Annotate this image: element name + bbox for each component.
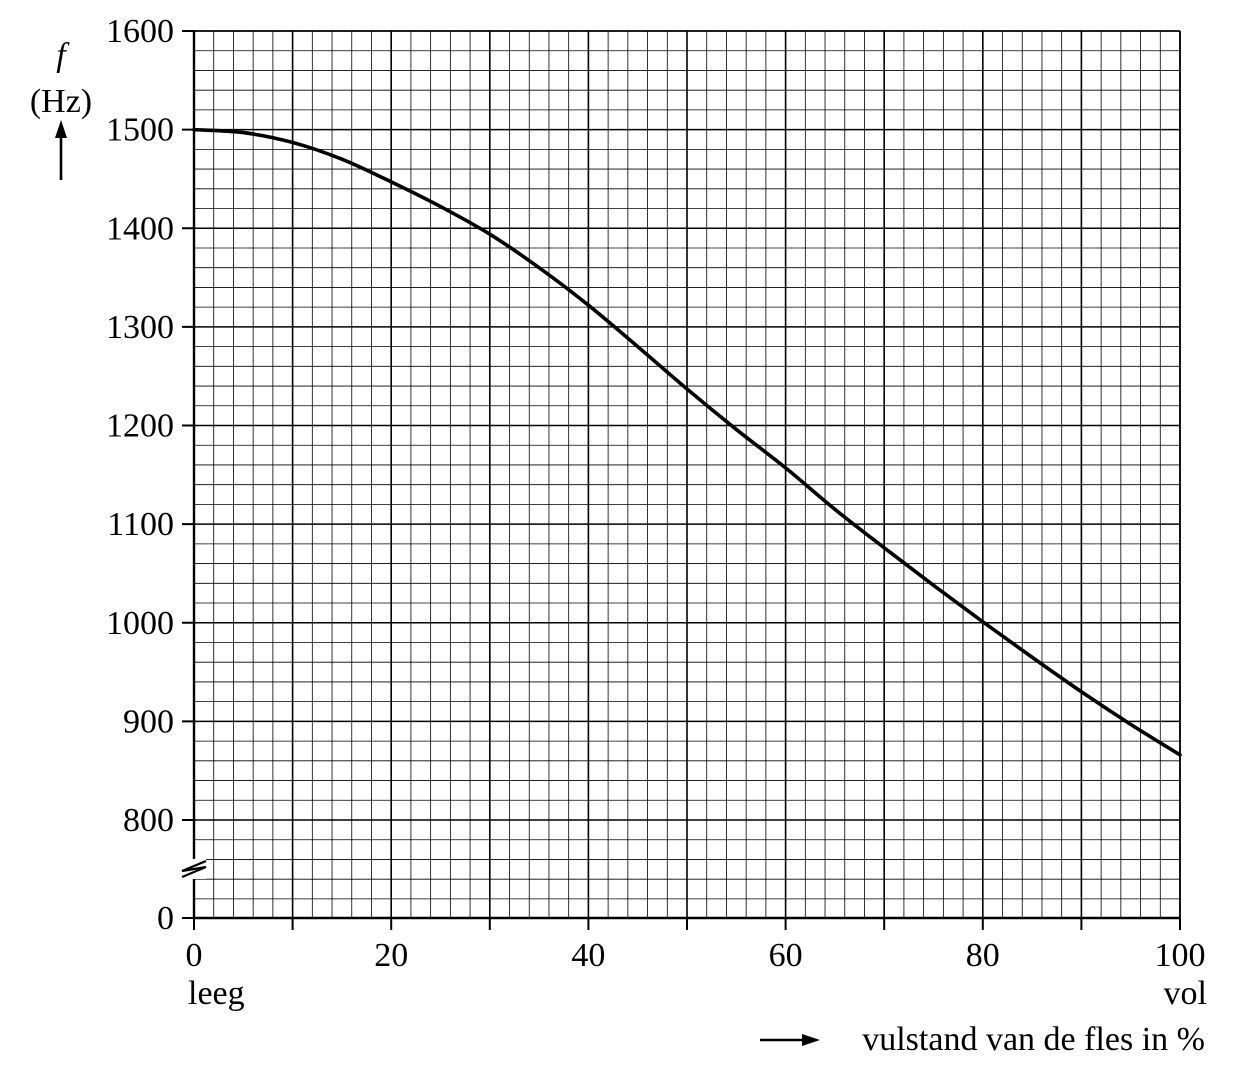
y-tick-label: 800 [123,802,174,839]
y-tick-label: 0 [157,900,174,937]
y-tick-label: 1500 [106,112,174,149]
y-axis-arrow-head [55,120,67,138]
y-tick-label: 1300 [106,309,174,346]
labels: f (Hz) leeg vol vulstand van de fles in … [30,37,1207,1058]
y-tick-label: 900 [123,703,174,740]
y-axis-symbol: f [56,37,70,74]
x-tick-label: 0 [186,937,203,974]
y-tick-label: 1200 [106,408,174,445]
axis-break-mark [181,859,207,879]
x-tick-label: 80 [966,937,1000,974]
axes: 1600 1500 1400 1300 1200 1100 1000 900 800 00 20 40… [106,13,1206,974]
y-tick-label: 1400 [106,210,174,247]
x-tick-label: 100 [1155,937,1206,974]
x-axis-label: vulstand van de fles in % [862,1021,1205,1058]
x-tick-label: 60 [769,937,803,974]
y-tick-label: 1100 [107,506,174,543]
plot-area [192,127,1182,757]
series-line-0 [192,127,1182,757]
y-tick-label: 1600 [106,13,174,50]
x-axis-start-label: leeg [188,975,245,1012]
grid [193,30,1181,918]
y-axis-unit: (Hz) [30,83,92,120]
x-tick-label: 20 [374,937,408,974]
x-axis-arrow-head [802,1034,820,1046]
x-tick-label: 40 [571,937,605,974]
y-tick-label: 1000 [106,605,174,642]
axis-arrows [55,120,820,1046]
x-axis-end-label: vol [1164,975,1207,1012]
